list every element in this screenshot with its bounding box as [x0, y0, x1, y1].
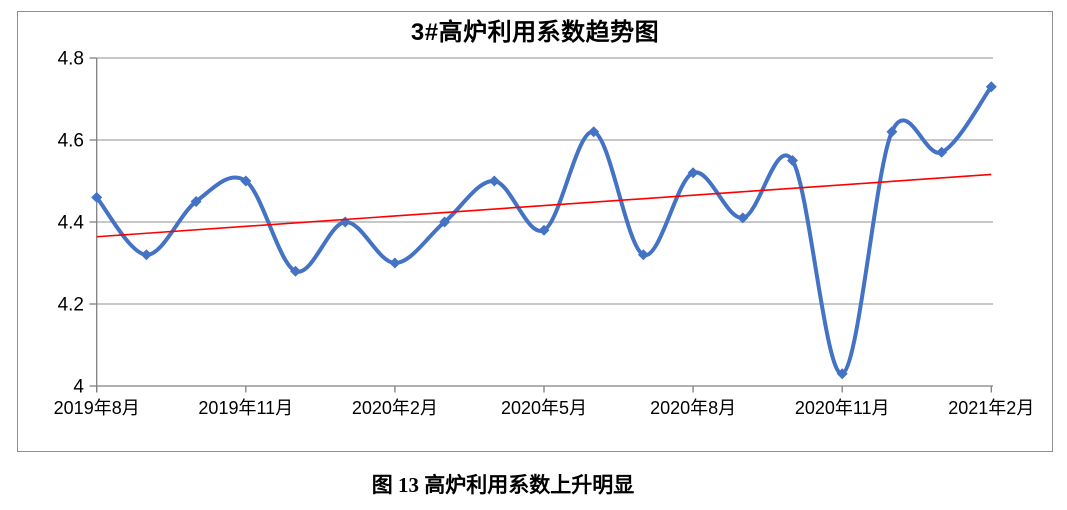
data-point-marker: [389, 257, 401, 269]
data-point-marker: [637, 249, 649, 261]
data-point-marker: [936, 146, 948, 158]
y-tick-label: 4.4: [58, 213, 85, 234]
data-point-marker: [190, 196, 202, 207]
data-point-marker: [439, 216, 451, 228]
x-tick-label: 2019年8月: [54, 398, 140, 418]
data-point-marker: [140, 249, 152, 261]
x-tick-label: 2020年8月: [650, 398, 736, 418]
data-point-marker: [91, 191, 103, 203]
figure-caption: 图 13 高炉利用系数上升明显: [371, 473, 635, 497]
data-point-marker: [538, 224, 550, 236]
data-point-marker: [339, 216, 351, 228]
data-point-marker: [787, 155, 798, 166]
y-tick-label: 4.8: [58, 49, 84, 70]
chart-title: 3#高炉利用系数趋势图: [410, 19, 660, 46]
data-point-marker: [588, 126, 600, 138]
y-tick-label: 4: [73, 377, 84, 398]
data-point-marker: [488, 175, 500, 187]
data-point-marker: [886, 126, 898, 138]
data-point-marker: [985, 81, 997, 93]
x-tick-label: 2020年11月: [795, 398, 890, 418]
x-tick-label: 2021年2月: [948, 398, 1034, 418]
chart-frame: [17, 11, 1053, 452]
data-point-marker: [290, 265, 301, 277]
y-tick-label: 4.6: [58, 131, 84, 152]
data-point-marker: [687, 167, 699, 179]
data-point-marker: [737, 212, 749, 224]
x-tick-label: 2020年2月: [352, 398, 438, 418]
trend-line: [96, 173, 992, 238]
x-tick-label: 2020年5月: [501, 398, 587, 418]
data-point-marker: [836, 368, 848, 380]
x-tick-label: 2019年11月: [198, 398, 293, 418]
y-tick-label: 4.2: [58, 295, 84, 316]
data-point-marker: [240, 175, 252, 187]
